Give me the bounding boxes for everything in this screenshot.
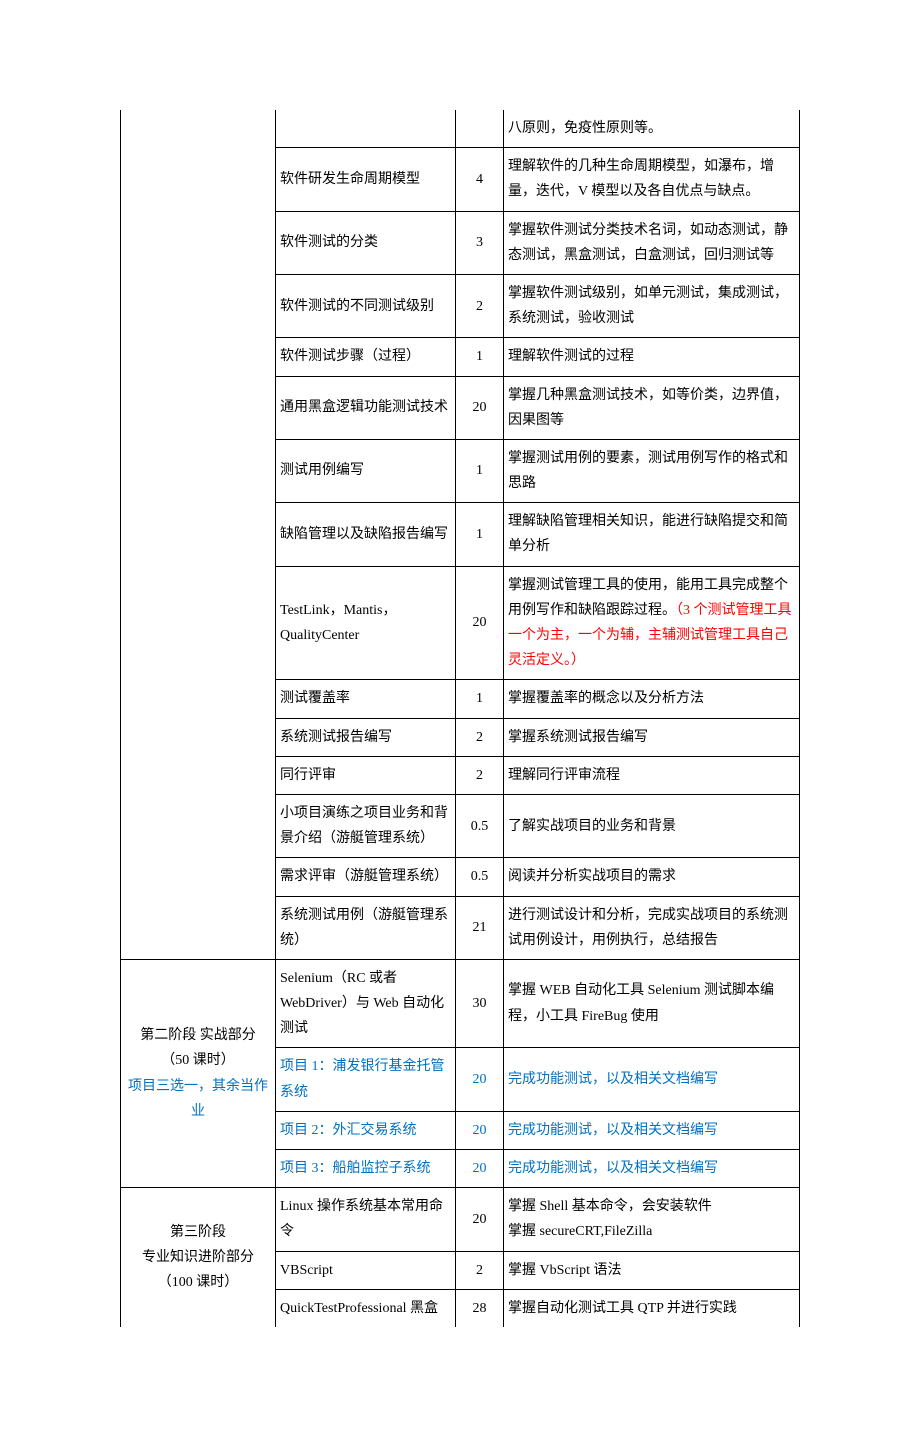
hours-cell: 20 [456,1150,504,1188]
phase-cell-3: 第三阶段专业知识进阶部分（100 课时） [121,1188,276,1327]
topic-cell: 软件测试步骤（过程） [276,338,456,376]
topic-cell: QuickTestProfessional 黑盒 [276,1289,456,1327]
desc-cell: 掌握测试用例的要素，测试用例写作的格式和思路 [504,439,800,502]
desc-cell: 了解实战项目的业务和背景 [504,794,800,857]
topic-cell: 缺陷管理以及缺陷报告编写 [276,503,456,566]
topic-cell [276,110,456,148]
hours-cell: 1 [456,439,504,502]
table-row: 八原则，免疫性原则等。 [121,110,800,148]
hours-cell: 2 [456,718,504,756]
topic-cell: 同行评审 [276,756,456,794]
desc-cell: 完成功能测试，以及相关文档编写 [504,1048,800,1111]
hours-cell: 1 [456,503,504,566]
topic-cell: 项目 2：外汇交易系统 [276,1111,456,1149]
desc-cell: 完成功能测试，以及相关文档编写 [504,1150,800,1188]
hours-cell: 21 [456,896,504,959]
topic-cell: 测试用例编写 [276,439,456,502]
desc-cell: 掌握系统测试报告编写 [504,718,800,756]
desc-cell: 完成功能测试，以及相关文档编写 [504,1111,800,1149]
topic-cell: 项目 3：船舶监控子系统 [276,1150,456,1188]
topic-cell: 系统测试报告编写 [276,718,456,756]
hours-cell: 20 [456,1188,504,1251]
desc-cell: 阅读并分析实战项目的需求 [504,858,800,896]
hours-cell: 20 [456,376,504,439]
topic-cell: Linux 操作系统基本常用命令 [276,1188,456,1251]
topic-cell: 软件研发生命周期模型 [276,148,456,211]
desc-cell: 理解软件的几种生命周期模型，如瀑布，增量，迭代，V 模型以及各自优点与缺点。 [504,148,800,211]
topic-cell: 通用黑盒逻辑功能测试技术 [276,376,456,439]
topic-cell: 系统测试用例（游艇管理系统） [276,896,456,959]
phase-cell-2: 第二阶段 实战部分（50 课时）项目三选一，其余当作业 [121,959,276,1187]
topic-cell: 项目 1：浦发银行基金托管系统 [276,1048,456,1111]
desc-cell: 掌握 WEB 自动化工具 Selenium 测试脚本编程，小工具 FireBug… [504,959,800,1048]
topic-cell: 测试覆盖率 [276,680,456,718]
hours-cell: 4 [456,148,504,211]
desc-cell: 理解软件测试的过程 [504,338,800,376]
hours-cell: 2 [456,756,504,794]
hours-cell: 20 [456,1111,504,1149]
topic-cell: 软件测试的分类 [276,211,456,274]
desc-cell: 掌握 Shell 基本命令，会安装软件掌握 secureCRT,FileZill… [504,1188,800,1251]
hours-cell: 20 [456,566,504,680]
topic-cell: 软件测试的不同测试级别 [276,274,456,337]
topic-cell: 小项目演练之项目业务和背景介绍（游艇管理系统） [276,794,456,857]
desc-cell: 掌握覆盖率的概念以及分析方法 [504,680,800,718]
hours-cell: 30 [456,959,504,1048]
topic-cell: 需求评审（游艇管理系统） [276,858,456,896]
hours-cell: 0.5 [456,858,504,896]
phase-cell-1 [121,110,276,959]
desc-cell: 进行测试设计和分析，完成实战项目的系统测试用例设计，用例执行，总结报告 [504,896,800,959]
hours-cell: 0.5 [456,794,504,857]
desc-cell: 掌握几种黑盒测试技术，如等价类，边界值，因果图等 [504,376,800,439]
hours-cell: 1 [456,338,504,376]
desc-cell: 理解同行评审流程 [504,756,800,794]
desc-cell: 掌握 VbScript 语法 [504,1251,800,1289]
desc-cell: 八原则，免疫性原则等。 [504,110,800,148]
hours-cell: 2 [456,1251,504,1289]
hours-cell: 2 [456,274,504,337]
desc-cell: 掌握自动化测试工具 QTP 并进行实践 [504,1289,800,1327]
topic-cell: VBScript [276,1251,456,1289]
hours-cell: 3 [456,211,504,274]
hours-cell: 20 [456,1048,504,1111]
desc-cell: 理解缺陷管理相关知识，能进行缺陷提交和简单分析 [504,503,800,566]
desc-cell: 掌握测试管理工具的使用，能用工具完成整个用例写作和缺陷跟踪过程。（3 个测试管理… [504,566,800,680]
hours-cell: 1 [456,680,504,718]
desc-cell: 掌握软件测试级别，如单元测试，集成测试，系统测试，验收测试 [504,274,800,337]
table-row: 第二阶段 实战部分（50 课时）项目三选一，其余当作业Selenium（RC 或… [121,959,800,1048]
topic-cell: Selenium（RC 或者 WebDriver）与 Web 自动化测试 [276,959,456,1048]
hours-cell [456,110,504,148]
table-row: 第三阶段专业知识进阶部分（100 课时）Linux 操作系统基本常用命令20掌握… [121,1188,800,1251]
topic-cell: TestLink，Mantis，QualityCenter [276,566,456,680]
hours-cell: 28 [456,1289,504,1327]
desc-cell: 掌握软件测试分类技术名词，如动态测试，静态测试，黑盒测试，白盒测试，回归测试等 [504,211,800,274]
course-table: 八原则，免疫性原则等。软件研发生命周期模型4理解软件的几种生命周期模型，如瀑布，… [120,110,800,1327]
